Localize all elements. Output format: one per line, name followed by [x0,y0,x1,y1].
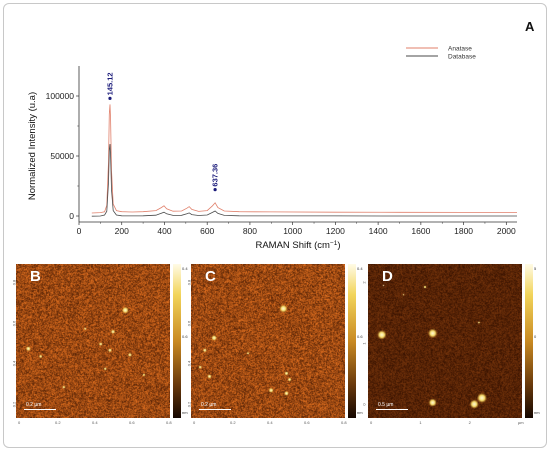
x-tick-label: 1400 [369,226,388,236]
x-tick-label: 1800 [454,226,473,236]
afm-topography-image [16,264,170,418]
afm-x-tick-label: 0.8 [166,420,172,425]
afm-y-tick-label: 0.8 [186,279,192,286]
scale-bar-label: 0.2 µm [26,402,42,408]
panel-letter-d: D [382,268,393,285]
afm-y-tick-label: 0.8 [11,279,17,286]
color-scale-tick-label: nm [182,410,188,415]
color-scale-bar [173,264,181,418]
afm-topography-image [191,264,345,418]
afm-y-tick-label: 0.6 [11,320,17,326]
afm-panel-d: D 0.5 µm 5 0 nm 0 1 2 µm 2 1 0 [362,264,540,434]
x-axis-label: RAMAN Shift (cm−1) [255,240,340,251]
afm-y-tick-label: 0 [361,403,367,406]
legend-label-anatase: Anatase [448,46,472,53]
color-scale-tick-label: 0.6 [357,334,363,339]
x-tick-label: 0 [77,226,82,236]
afm-x-tick-label: 2 [468,420,471,425]
afm-y-tick-label: 2 [361,281,367,284]
x-tick-label: 1000 [283,226,302,236]
peak-marker [108,96,112,100]
scale-bar [376,409,408,410]
color-scale-tick-label: nm [534,410,540,415]
color-scale-tick-label: 0.4 [357,266,363,271]
afm-topography-image [368,264,522,418]
y-tick-label: 100000 [46,91,75,101]
scale-bar [199,409,231,410]
scale-bar-label: 0.2 µm [201,402,217,408]
afm-x-tick-label: 0.6 [304,420,310,425]
x-tick-label: 200 [115,226,129,236]
color-scale-tick-label: 0 [534,334,537,339]
afm-x-tick-label: 0.6 [129,420,135,425]
x-tick-label: 400 [157,226,171,236]
legend-label-database: Database [448,54,476,61]
afm-x-tick-label: 0.4 [92,420,98,425]
afm-y-tick-label: 0.4 [11,361,17,367]
color-scale-bar [525,264,533,418]
color-scale-tick-label: nm [357,410,363,415]
afm-panel-b: B 0.2 µm 0.4 0.6 nm 0 0.2 0.4 0.6 0.8 0.8 0.6 0.4 0.2 [11,264,188,434]
x-tick-label: 1200 [326,226,345,236]
afm-x-tick-label: 0.8 [341,420,347,425]
y-axis-label: Normalized Intensity (u.a) [27,92,38,200]
afm-y-tick-label: 0.4 [186,361,192,367]
afm-x-tick-label: 1 [419,420,422,425]
afm-y-tick-label: 0.6 [186,320,192,326]
afm-y-tick-label: 1 [361,342,367,345]
x-tick-label: 800 [243,226,257,236]
series-line-anatase [91,104,517,214]
color-scale-tick-label: 0.6 [182,334,188,339]
panel-letter-b: B [30,268,41,285]
afm-x-tick-label: 0 [370,420,373,425]
peak-label: 637.36 [211,164,220,187]
afm-x-tick-label: 0 [18,420,21,425]
afm-panel-c: C 0.2 µm 0.4 0.6 nm 0 0.2 0.4 0.6 0.8 0.8 0.6 0.4 0.2 [186,264,363,434]
x-tick-label: 2000 [497,226,516,236]
afm-x-tick-label: 0.4 [267,420,273,425]
panel-letter-c: C [205,268,216,285]
series-line-database [91,143,517,217]
afm-x-tick-label: 0.2 [230,420,236,425]
afm-x-tick-label: 0.2 [55,420,61,425]
color-scale-tick-label: 5 [534,266,537,271]
peak-marker [213,188,217,192]
y-tick-label: 0 [69,211,74,221]
y-tick-label: 50000 [50,151,74,161]
panel-letter-a: A [525,19,535,34]
peak-label: 145.12 [105,72,114,95]
afm-y-tick-label: 0.2 [11,401,17,408]
raman-spectrum-chart: A 0 200 400 600 800 1000 1200 1400 1600 1800 2000 0… [27,19,535,251]
scale-bar [24,409,56,410]
color-scale-tick-label: 0.4 [182,266,188,271]
x-tick-label: 600 [200,226,214,236]
color-scale-bar [348,264,356,418]
afm-y-tick-label: 0.2 [186,401,192,408]
afm-x-tick-label: 0 [193,420,196,425]
x-tick-label: 1600 [411,226,430,236]
scale-bar-label: 0.5 µm [378,402,394,408]
afm-x-tick-label: µm [518,420,524,425]
